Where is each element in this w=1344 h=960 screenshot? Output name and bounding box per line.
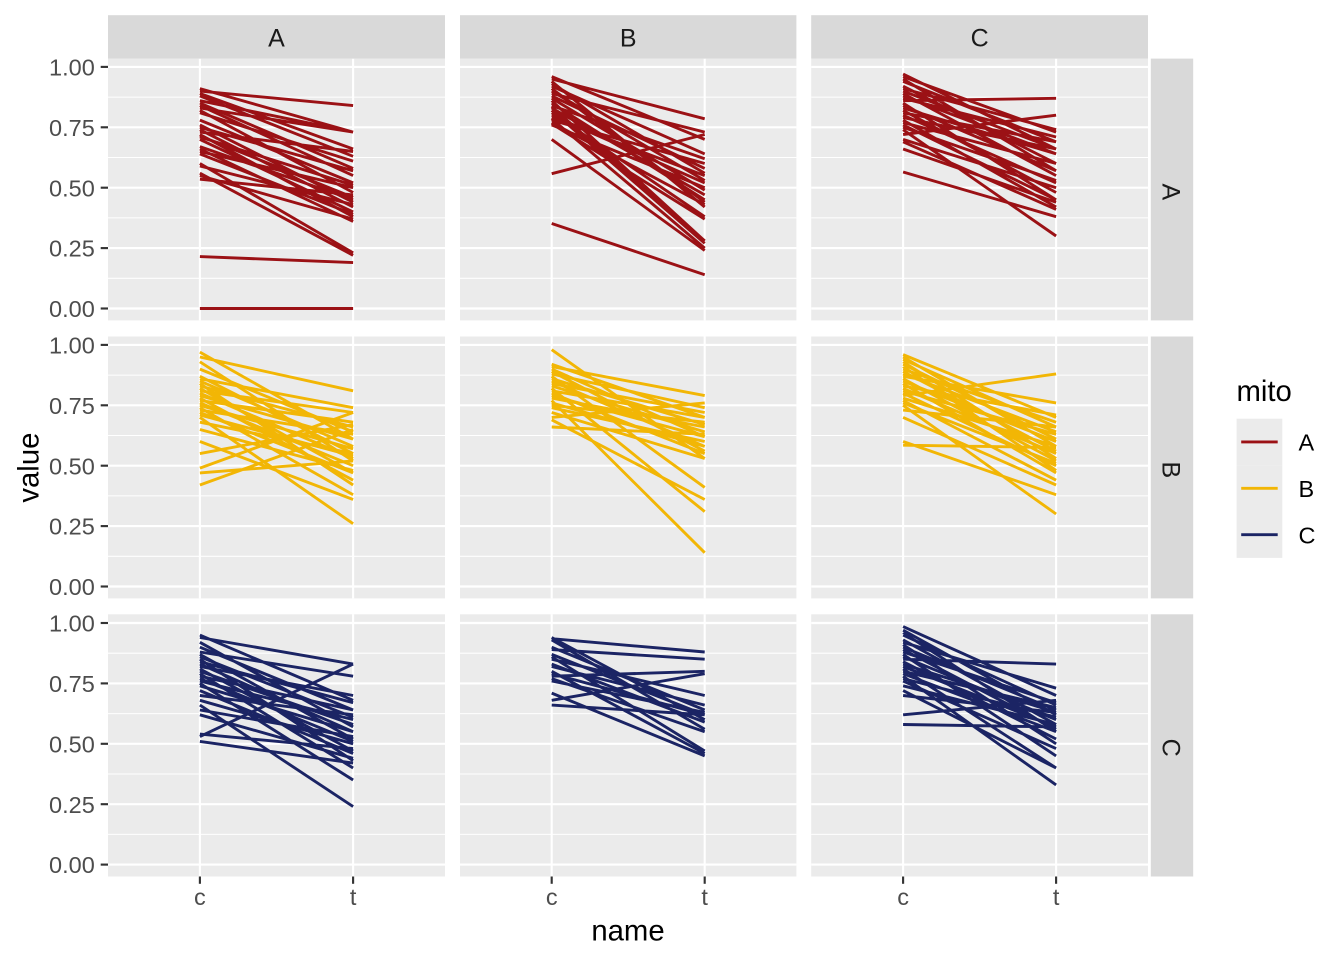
svg-text:A: A bbox=[268, 24, 285, 52]
svg-text:0.25: 0.25 bbox=[49, 236, 95, 262]
svg-text:0.75: 0.75 bbox=[49, 671, 95, 697]
svg-text:0.25: 0.25 bbox=[49, 792, 95, 818]
svg-text:B: B bbox=[1157, 461, 1185, 478]
svg-text:mito: mito bbox=[1237, 375, 1292, 408]
svg-text:0.25: 0.25 bbox=[49, 514, 95, 540]
svg-text:c: c bbox=[194, 884, 206, 910]
svg-text:0.50: 0.50 bbox=[49, 731, 95, 757]
svg-text:1.00: 1.00 bbox=[49, 611, 95, 637]
svg-text:0.75: 0.75 bbox=[49, 393, 95, 419]
svg-text:0.50: 0.50 bbox=[49, 453, 95, 479]
svg-text:0.75: 0.75 bbox=[49, 115, 95, 141]
svg-text:c: c bbox=[546, 884, 558, 910]
svg-text:0.00: 0.00 bbox=[49, 574, 95, 600]
svg-text:B: B bbox=[1299, 476, 1315, 502]
svg-text:1.00: 1.00 bbox=[49, 55, 95, 81]
svg-text:A: A bbox=[1157, 183, 1185, 200]
svg-text:name: name bbox=[591, 915, 664, 948]
svg-text:C: C bbox=[971, 24, 989, 52]
svg-text:value: value bbox=[13, 433, 46, 503]
svg-text:t: t bbox=[350, 884, 357, 910]
svg-text:C: C bbox=[1299, 522, 1316, 548]
svg-text:c: c bbox=[897, 884, 909, 910]
svg-text:t: t bbox=[701, 884, 708, 910]
svg-text:1.00: 1.00 bbox=[49, 333, 95, 359]
svg-text:A: A bbox=[1299, 430, 1315, 456]
svg-text:0.50: 0.50 bbox=[49, 175, 95, 201]
svg-text:B: B bbox=[620, 24, 637, 52]
svg-text:0.00: 0.00 bbox=[49, 296, 95, 322]
svg-text:0.00: 0.00 bbox=[49, 852, 95, 878]
svg-text:C: C bbox=[1157, 739, 1185, 757]
svg-text:t: t bbox=[1053, 884, 1060, 910]
